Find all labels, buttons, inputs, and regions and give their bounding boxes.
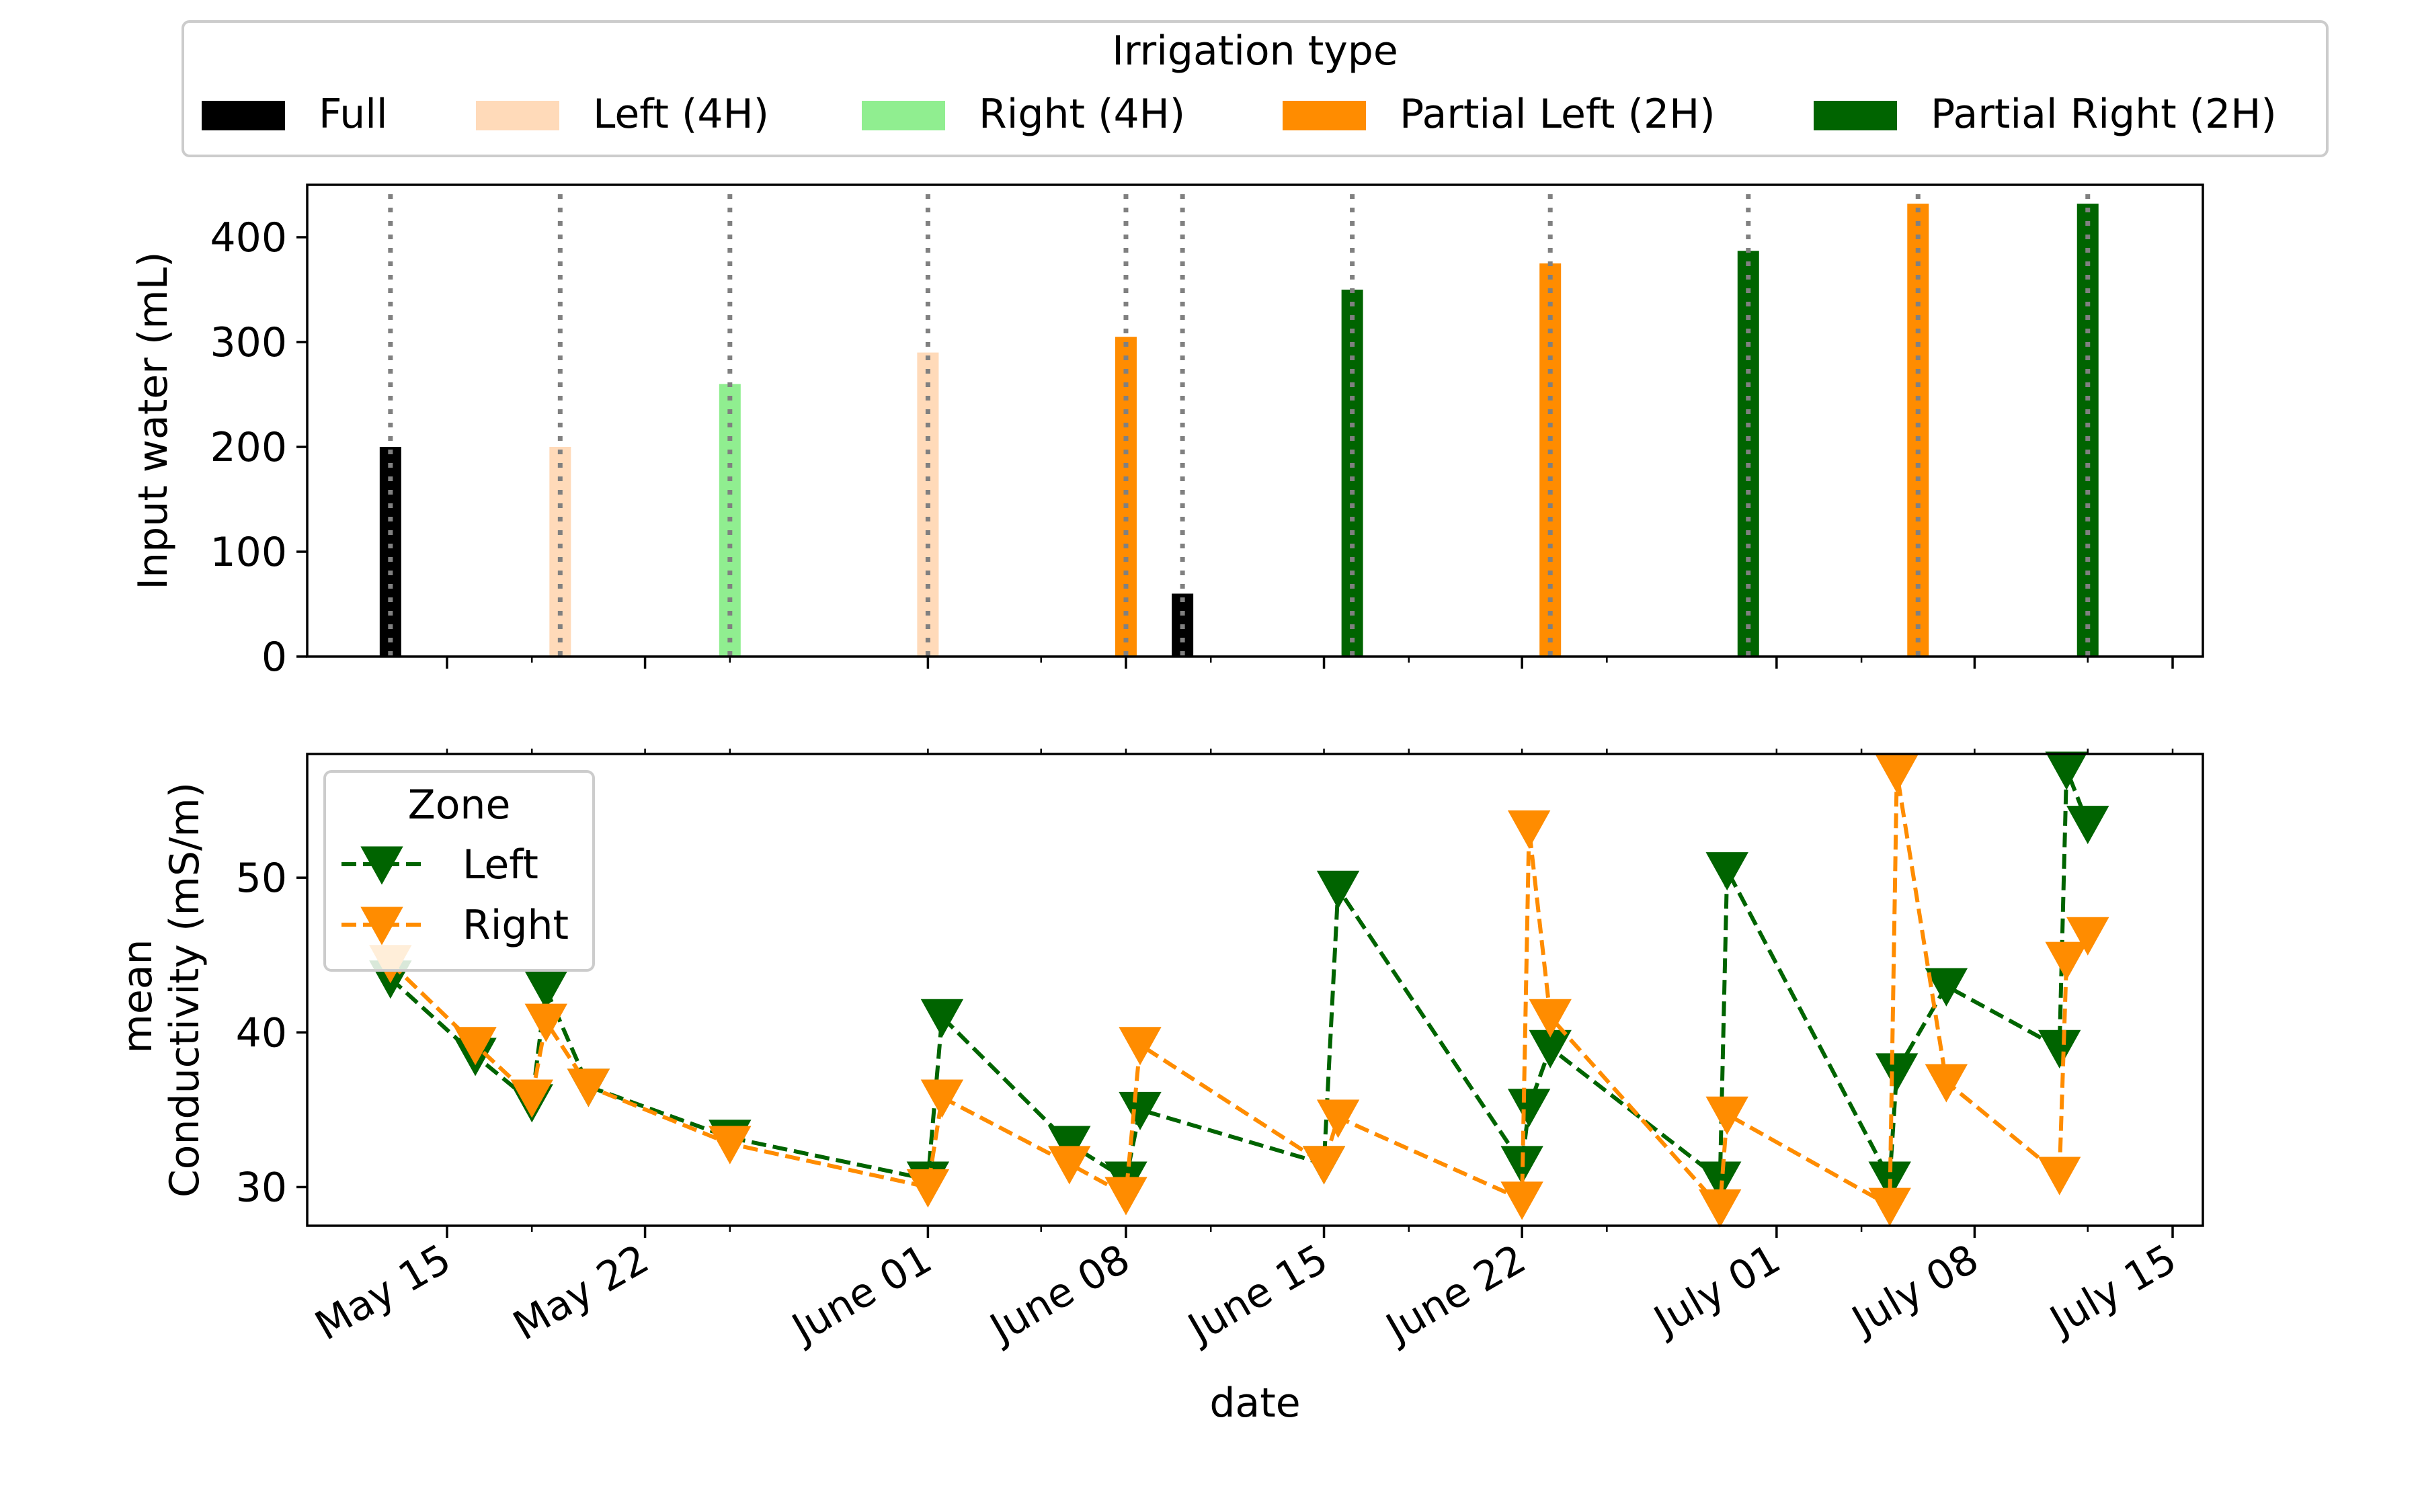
data-point-marker [454,1027,497,1066]
legend-swatch [476,101,559,130]
bottom-y-tick-label: 40 [236,1009,287,1056]
irrigation-legend-frame [182,20,2329,157]
data-point-marker [1876,1053,1919,1092]
top-panel: 0 100 200 300 400 Input water (mL) [130,183,2204,681]
legend-label: Full [319,91,388,138]
top-y-tick-label: 100 [210,529,287,576]
legend-label: Right (4H) [979,91,1185,138]
x-tick-label: July 15 [2040,1235,2185,1345]
zone-legend: Zone Left Right [323,770,595,972]
bottom-panel-frame [306,753,2204,1227]
data-point-marker [906,1169,950,1208]
data-point-marker [1500,1181,1543,1220]
top-y-tick-label: 400 [210,214,287,261]
data-point-marker [1705,852,1748,891]
bar [549,447,571,657]
zone-legend-title: Zone [408,782,511,829]
data-point-marker [1925,968,1968,1007]
x-tick-label: July 08 [1842,1235,1986,1345]
x-tick-label: June 01 [782,1235,940,1353]
x-tick-label: May 22 [506,1235,657,1349]
legend-swatch [202,101,285,130]
data-point-marker [1316,870,1360,909]
data-point-marker [1316,1099,1360,1138]
data-point-marker [1925,1064,1968,1103]
data-point-marker [1698,1161,1742,1200]
bottom-y-tick-label: 50 [236,855,287,902]
data-point-marker [1507,1089,1551,1128]
top-y-tick-label: 200 [210,424,287,471]
data-point-marker [2066,806,2109,845]
bottom-y-tick-label: 30 [236,1164,287,1211]
data-point-marker [2045,941,2088,980]
series-line-left [389,768,2090,1187]
x-axis-label: date [1209,1380,1300,1427]
data-point-marker [1302,1146,1346,1185]
data-point-marker [1119,1027,1162,1066]
x-tick-label: May 15 [307,1235,458,1349]
data-point-marker [360,846,403,885]
data-point-marker [524,971,567,1010]
bar [379,447,401,657]
data-point-marker [1048,1146,1091,1185]
top-panel-frame [306,183,2204,658]
zone-legend-label: Right [462,902,569,949]
legend-swatch [862,101,945,130]
data-point-marker [1876,755,1919,794]
data-point-marker [1698,1189,1742,1228]
legend-label: Partial Left (2H) [1400,91,1716,138]
bottom-y-axis-label: mean Conductivity (mS/m) [114,782,208,1198]
data-point-marker [1507,810,1551,849]
data-point-marker [920,999,964,1038]
bar [1115,337,1137,657]
x-tick-label: July 01 [1644,1235,1789,1345]
data-point-marker [524,1003,567,1042]
top-y-tick-label: 0 [261,634,287,681]
data-point-marker [360,907,403,946]
top-y-tick-label: 300 [210,319,287,366]
data-point-marker [2038,1157,2081,1195]
data-point-marker [1119,1091,1162,1130]
data-point-marker [1529,999,1572,1038]
data-point-marker [1104,1177,1147,1216]
legend-label: Partial Right (2H) [1931,91,2277,138]
irrigation-legend-title: Irrigation type [1112,28,1398,75]
bottom-y-axis-label-line-2: Conductivity (mS/m) [161,782,208,1198]
data-point-marker [567,1068,610,1107]
data-point-marker [1868,1187,1911,1226]
data-point-marker [920,1079,964,1118]
data-point-marker [510,1079,553,1118]
data-point-marker [2038,1030,2081,1068]
bottom-panel: 30 40 50 May 15 May 22 June 01 June 08 June 15… [114,749,2204,1427]
data-point-marker [1048,1126,1091,1165]
data-point-marker [1705,1096,1748,1135]
data-point-marker [2066,917,2109,956]
legend-swatch [1814,101,1897,130]
bar [1341,290,1363,657]
legend-label: Left (4H) [593,91,769,138]
data-point-marker [2045,751,2088,790]
bottom-y-axis-label-line-1: mean [114,939,161,1053]
legend-swatch [1283,101,1366,130]
irrigation-legend: Irrigation type Full Left (4H) Right (4H) P… [182,20,2329,157]
top-y-axis-label: Input water (mL) [130,251,177,589]
x-tick-label: June 08 [980,1235,1137,1353]
zone-legend-label: Left [462,841,538,888]
x-tick-label: June 22 [1376,1235,1533,1353]
series-line-right [389,772,2090,1212]
x-tick-label: June 15 [1178,1235,1336,1353]
data-point-marker [709,1126,752,1165]
